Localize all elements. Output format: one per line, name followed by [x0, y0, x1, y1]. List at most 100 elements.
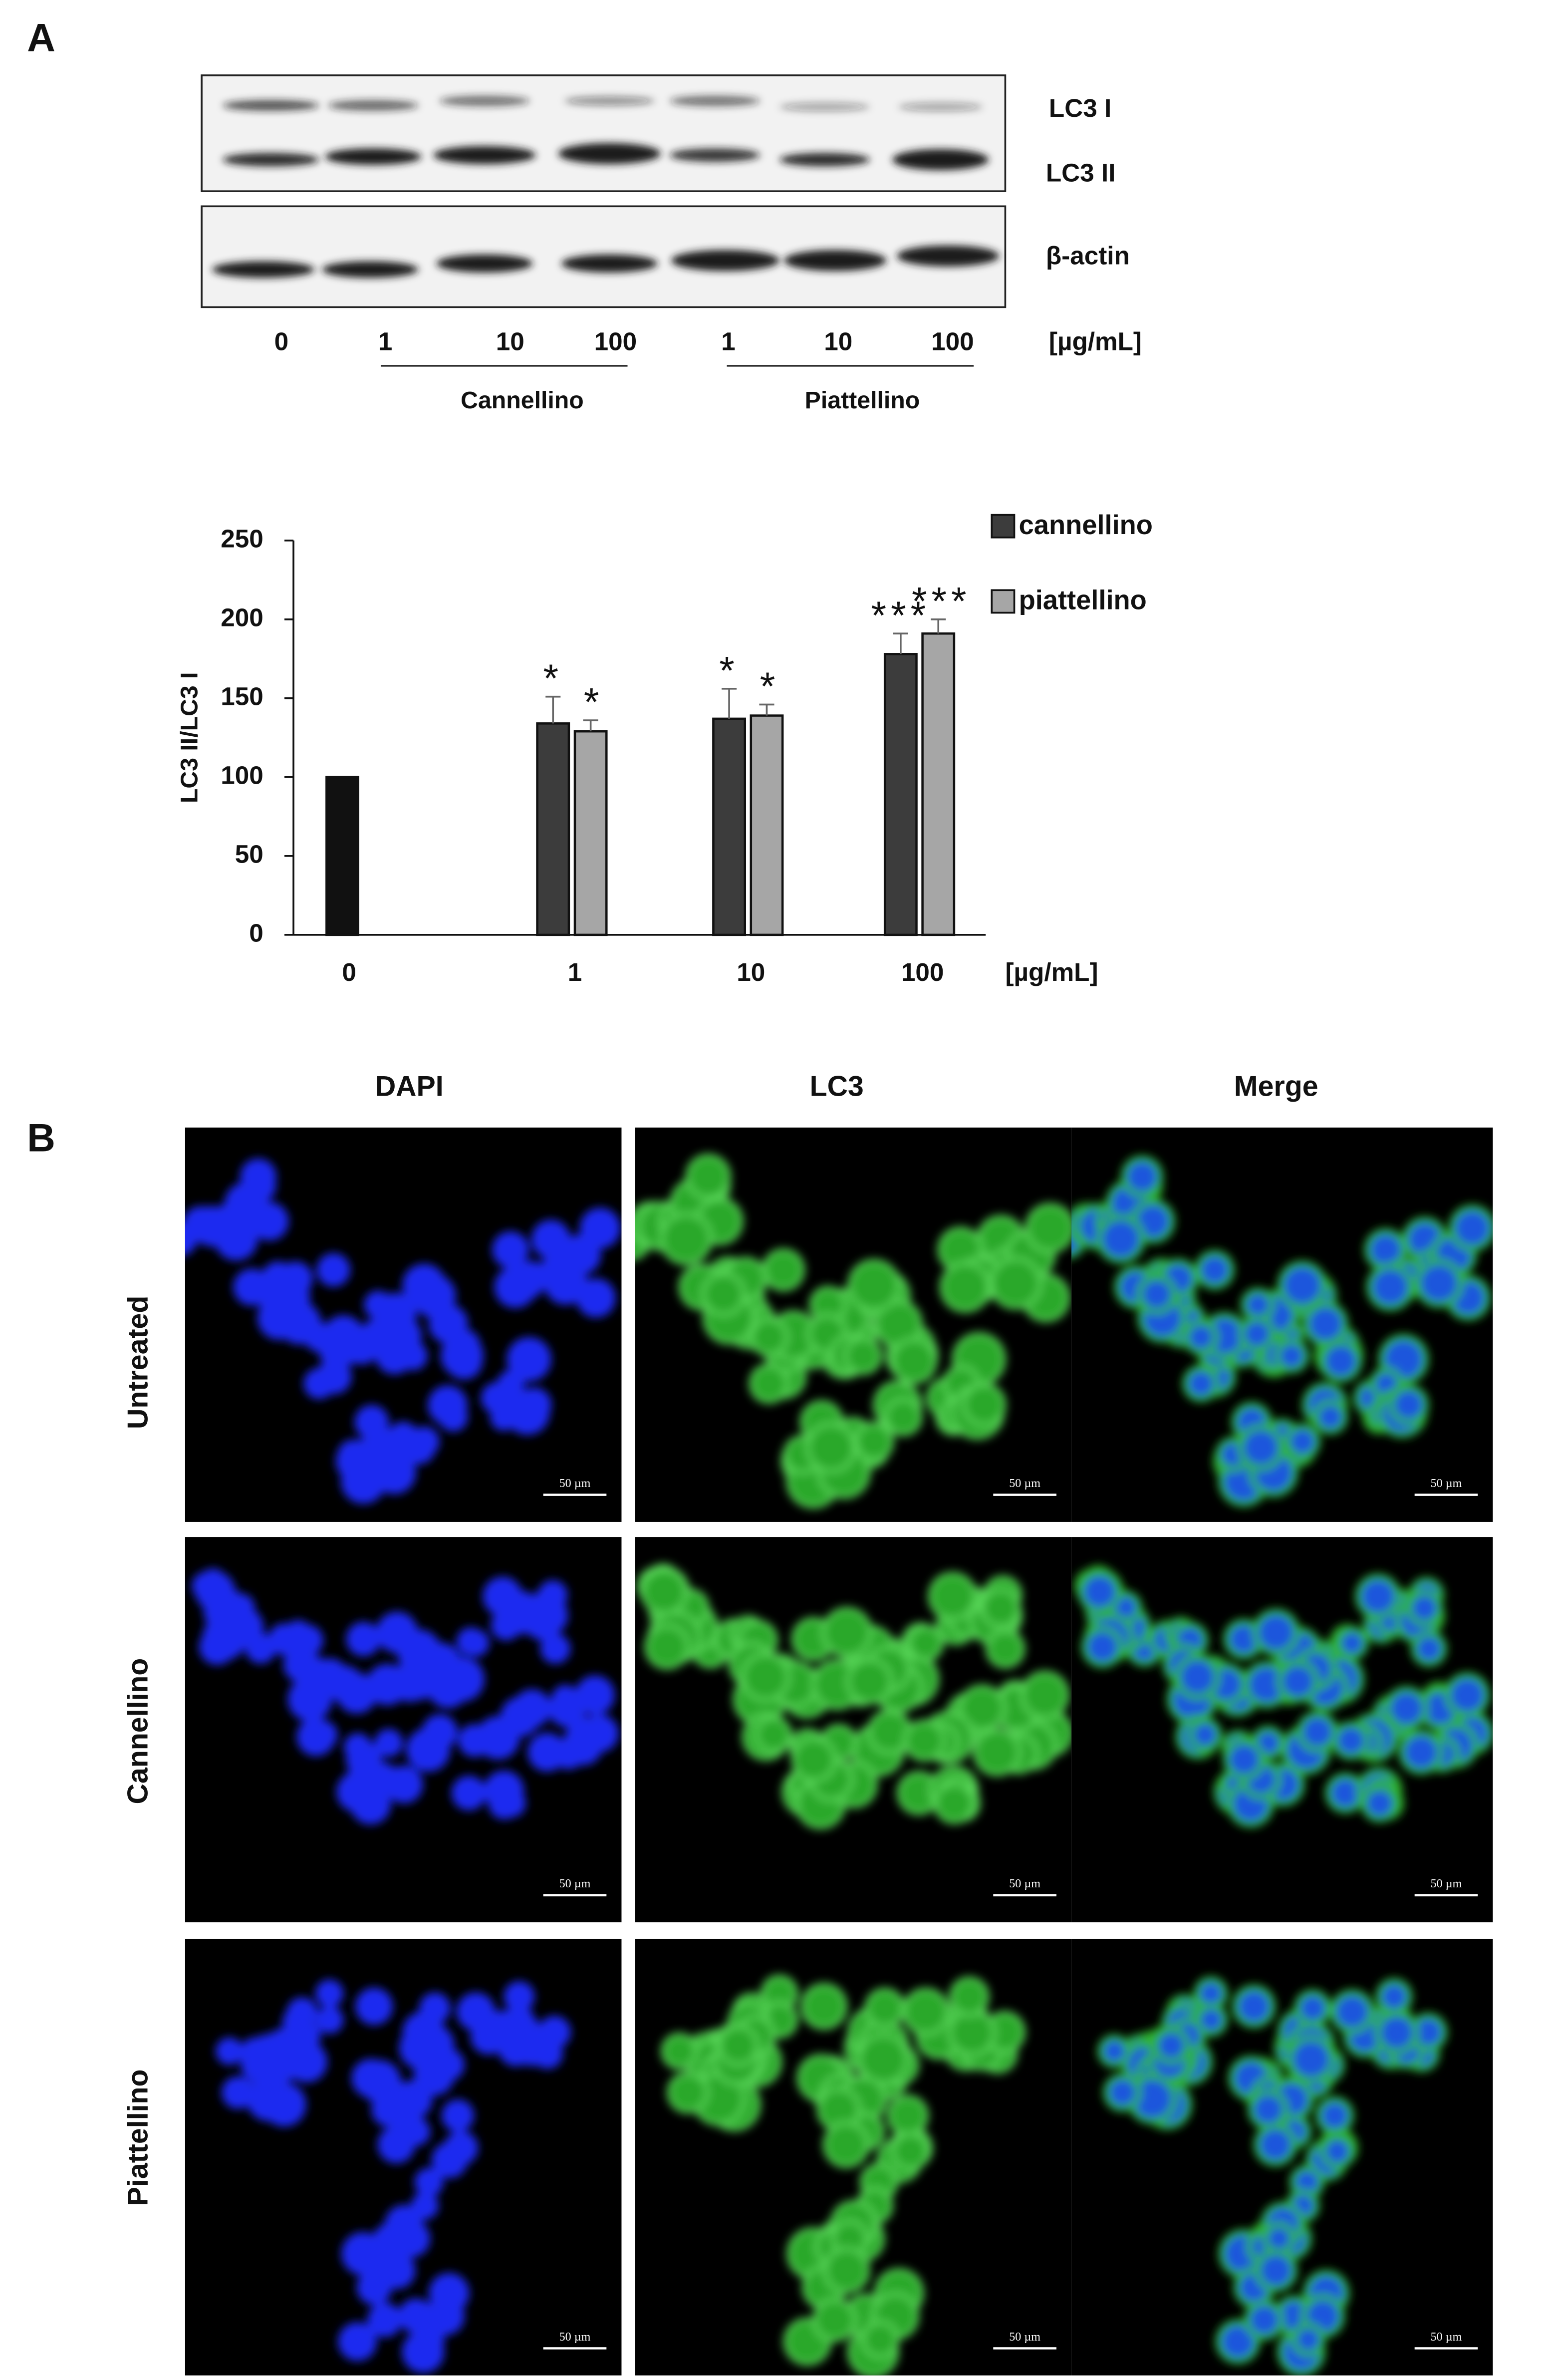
lc3-signal: [948, 2009, 996, 2057]
nucleus: [441, 2099, 475, 2132]
micrograph: 50 µm: [185, 1127, 622, 1522]
nucleus: [1083, 1575, 1116, 1608]
nucleus: [364, 1290, 393, 1319]
group-label: Piattellino: [805, 387, 920, 414]
nucleus: [1414, 2019, 1442, 2046]
nucleus: [507, 1337, 551, 1382]
scale-bar-label: 50 µm: [559, 1877, 591, 1890]
nucleus: [1318, 1405, 1342, 1429]
nucleus: [497, 1370, 525, 1398]
significance: *: [584, 680, 604, 724]
nucleus: [446, 2136, 475, 2166]
nucleus: [419, 1992, 451, 2024]
nucleus: [1114, 1596, 1136, 1619]
significance: *: [719, 648, 739, 692]
unit-label: [µg/mL]: [1049, 327, 1142, 355]
nucleus: [1404, 1736, 1438, 1769]
blot-frame: [201, 74, 1007, 192]
nucleus: [374, 1729, 403, 1757]
nucleus: [1142, 1280, 1171, 1309]
lc3-signal: [806, 1422, 856, 1473]
nucleus: [361, 1318, 393, 1350]
nucleus: [250, 1201, 289, 1241]
nucleus: [1102, 1220, 1140, 1258]
lc3-signal: [981, 1588, 1021, 1628]
lc3-signal: [823, 2247, 870, 2294]
nucleus: [1260, 2129, 1291, 2161]
column-label: LC3: [810, 1071, 864, 1103]
nucleus: [531, 1219, 571, 1259]
lc3-signal: [958, 1684, 1006, 1732]
nucleus: [1380, 2016, 1413, 2049]
cells: [216, 1979, 571, 2374]
nucleus: [1450, 1678, 1484, 1712]
nucleus: [398, 2298, 434, 2334]
scale-bar-label: 50 µm: [1009, 1877, 1040, 1890]
y-tick-label: 100: [221, 761, 263, 789]
nucleus: [1455, 1210, 1490, 1246]
nucleus: [240, 1158, 276, 1195]
nucleus: [1308, 1307, 1342, 1341]
nucleus: [1133, 2079, 1172, 2118]
lc3-signal: [749, 1363, 789, 1404]
lc3-signal: [640, 1568, 688, 1615]
nucleus: [1194, 1723, 1217, 1746]
lc3-signal: [661, 2033, 698, 2070]
lc3-signal: [800, 1983, 847, 2030]
nucleus: [1417, 1636, 1441, 1661]
nucleus: [1257, 1732, 1280, 1754]
error-bar: [545, 695, 561, 724]
nucleus: [488, 1787, 520, 1819]
nucleus: [1282, 1665, 1314, 1697]
nucleus: [1296, 2328, 1320, 2351]
nucleus: [222, 2076, 255, 2109]
micrograph: 50 µm: [185, 1537, 622, 1923]
error-bar: [721, 688, 737, 719]
nucleus: [199, 1628, 236, 1665]
nucleus: [377, 2126, 415, 2164]
bar: [750, 714, 784, 936]
nucleus: [1188, 1371, 1214, 1396]
error-bar: [583, 719, 598, 732]
nucleus: [492, 1231, 529, 1268]
significance: *: [543, 656, 563, 700]
lc3-signal: [1025, 1203, 1072, 1253]
nucleus: [1292, 2041, 1329, 2078]
cells: [185, 1158, 621, 1504]
panel-label: B: [27, 1116, 55, 1160]
lc3-signal: [928, 1572, 977, 1621]
nucleus: [422, 1714, 458, 1750]
cells: [192, 1568, 619, 1825]
lc3-signal: [1021, 1671, 1069, 1720]
nucleus: [1221, 2325, 1255, 2359]
column-label: Merge: [1234, 1071, 1318, 1103]
cells: [637, 1564, 1072, 1829]
lc3-signal: [857, 2033, 909, 2085]
nucleus: [1390, 1692, 1423, 1725]
nucleus: [256, 1277, 291, 1312]
nucleus: [1394, 1390, 1423, 1419]
lc3-signal: [933, 1783, 975, 1824]
nucleus: [1250, 2305, 1279, 2335]
nucleus: [1109, 2079, 1136, 2106]
lc3-signal: [844, 1336, 882, 1375]
lc3-signal: [854, 1422, 894, 1462]
nucleus: [316, 2006, 344, 2034]
nucleus: [1103, 2040, 1125, 2062]
x-tick-label: 10: [737, 958, 765, 986]
nucleus: [426, 2297, 465, 2336]
lc3-signal: [861, 2321, 899, 2359]
lane-label: 100: [931, 327, 974, 355]
nucleus: [428, 1304, 468, 1344]
lc3-signal: [902, 1988, 950, 2036]
bar: [573, 730, 608, 936]
nucleus: [272, 2029, 304, 2062]
lc3-signal: [718, 2025, 759, 2067]
nucleus: [322, 1315, 364, 1357]
nucleus: [216, 2037, 244, 2065]
legend-swatch: [991, 514, 1016, 539]
error-bar: [931, 618, 946, 634]
lc3-signal: [823, 2121, 870, 2168]
nucleus: [246, 2076, 291, 2121]
row-label: Piattellino: [122, 2069, 154, 2206]
